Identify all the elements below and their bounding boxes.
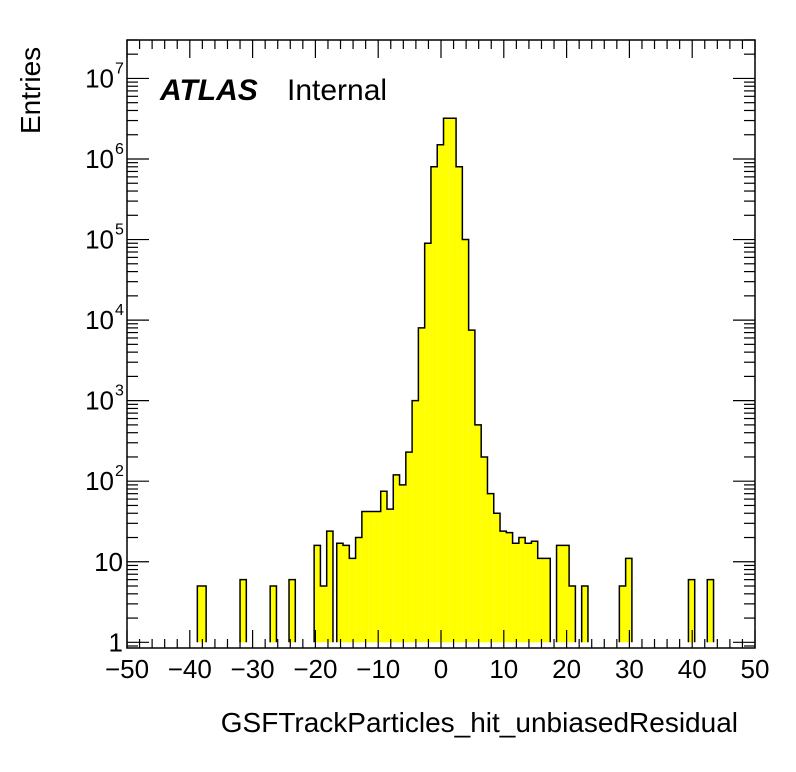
y-tick-label: 1 (109, 627, 123, 657)
x-tick-label: −30 (231, 654, 275, 684)
internal-label: Internal (287, 74, 387, 107)
x-tick-label: −40 (168, 654, 212, 684)
histogram-bar (343, 545, 350, 643)
histogram-bar (393, 474, 400, 643)
histogram-bar (418, 327, 425, 643)
y-axis-ticks (127, 39, 755, 647)
histogram-bar (707, 579, 714, 643)
histogram-bar (456, 166, 463, 643)
y-tick-label: 10 (85, 305, 114, 335)
histogram-bar (399, 484, 406, 643)
histogram-bar (487, 493, 494, 643)
y-tick-exponent: 2 (115, 463, 124, 480)
histogram-bar (424, 243, 431, 643)
histogram-bar (320, 586, 327, 643)
y-tick-exponent: 6 (115, 141, 124, 158)
histogram-bar (481, 456, 488, 643)
histogram-bar (512, 543, 519, 643)
histogram-bar (537, 558, 544, 643)
y-tick-exponent: 4 (115, 302, 124, 319)
histogram-bar (289, 579, 296, 643)
histogram-bar (197, 586, 207, 643)
y-tick-label: 10 (85, 466, 114, 496)
histogram-bar (314, 545, 321, 643)
histogram-bar (349, 558, 356, 643)
histogram-bar (688, 579, 695, 643)
histogram-outline (196, 117, 715, 643)
histogram-bar (386, 509, 394, 643)
histogram-bar (368, 511, 375, 643)
x-tick-labels: −50 −40 −30 −20 −10 0 10 20 30 40 50 (105, 654, 770, 684)
histogram-bar (474, 424, 482, 643)
x-tick-label: 0 (434, 654, 448, 684)
histogram-bar (556, 545, 570, 643)
x-tick-label: 40 (678, 654, 707, 684)
histogram-bar (468, 330, 475, 643)
x-tick-label: 20 (552, 654, 581, 684)
y-tick-exponent: 7 (115, 60, 124, 77)
histogram-bar (518, 537, 526, 643)
y-tick-exponent: 3 (115, 383, 124, 400)
histogram-bar (506, 532, 513, 643)
histogram-bar (493, 513, 501, 643)
y-tick-label: 10 (85, 225, 114, 255)
histogram-bar (500, 531, 507, 643)
x-tick-label: −20 (293, 654, 337, 684)
histogram-bar (462, 239, 469, 643)
x-tick-label: 50 (741, 654, 770, 684)
histogram-bar (525, 543, 532, 643)
y-tick-label: 10 (85, 144, 114, 174)
histogram-bar (355, 537, 362, 643)
y-tick-label: 10 (85, 386, 114, 416)
x-axis-title: GSFTrackParticles_hit_unbiasedResidual (221, 707, 738, 738)
x-tick-label: −10 (356, 654, 400, 684)
x-tick-label: 10 (489, 654, 518, 684)
histogram-bar (437, 144, 444, 643)
histogram-bar (405, 452, 413, 643)
histogram-bar (361, 511, 369, 643)
histogram-bar (625, 558, 632, 643)
y-tick-label: 10 (85, 63, 114, 93)
y-axis-title: Entries (15, 47, 46, 134)
histogram-bar (270, 586, 277, 643)
y-tick-label: 10 (94, 547, 123, 577)
histogram-bars (196, 117, 715, 643)
histogram-bar (240, 579, 247, 643)
histogram-bar (326, 531, 333, 643)
histogram-bar (531, 541, 538, 643)
x-tick-label: −50 (105, 654, 149, 684)
histogram-bar (543, 558, 551, 643)
atlas-label: ATLAS (159, 74, 258, 107)
x-tick-label: 30 (615, 654, 644, 684)
histogram-bar (581, 586, 588, 643)
histogram-bar (619, 586, 626, 643)
histogram-bar (336, 543, 344, 643)
histogram-bar (374, 511, 381, 643)
histogram-bar (443, 118, 450, 643)
histogram-bar (430, 166, 438, 643)
histogram-bar (412, 400, 419, 643)
histogram-bar (380, 491, 387, 643)
x-axis-ticks (126, 40, 756, 648)
y-tick-exponent: 5 (115, 222, 124, 239)
histogram-bar (569, 586, 576, 643)
histogram-bar (449, 118, 457, 643)
